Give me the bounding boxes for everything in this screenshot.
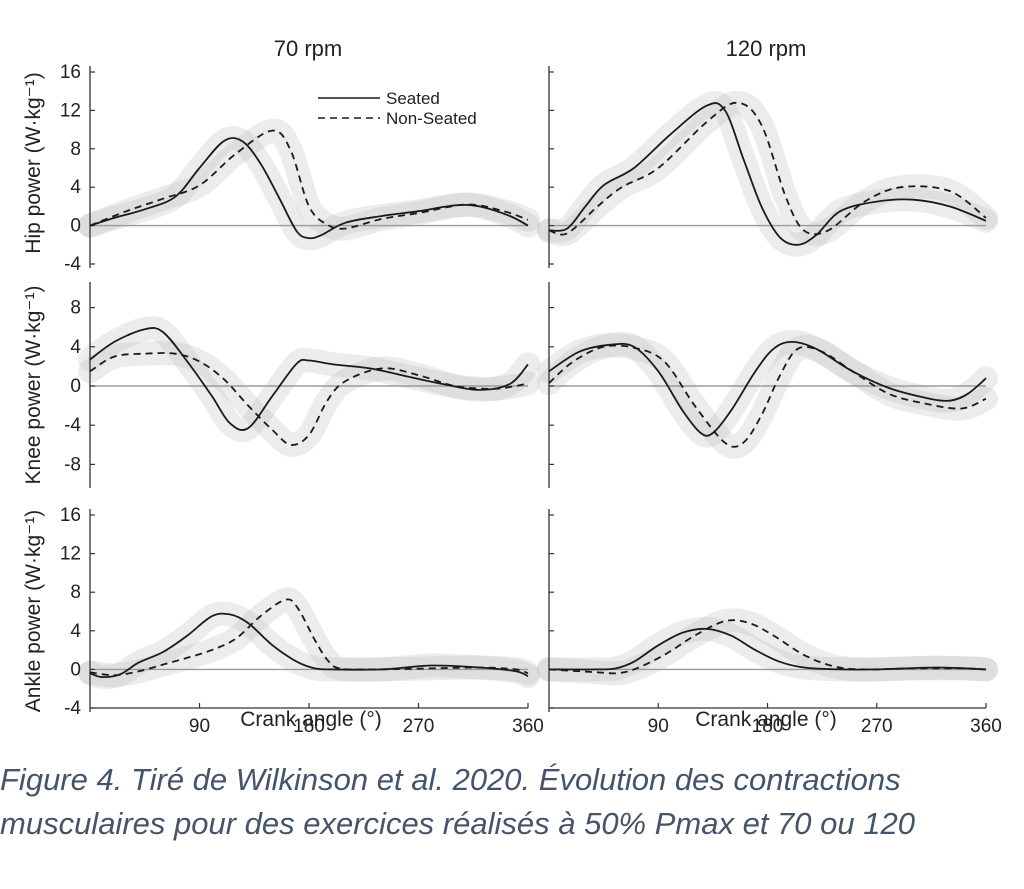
x-tick-label-r2c0: 360 <box>512 716 544 737</box>
x-tick-label-r2c1: 270 <box>861 716 893 737</box>
y-tick-label-r2c0: -4 <box>64 698 81 719</box>
legend-label-non-seated: Non-Seated <box>386 109 477 128</box>
y-tick-label-r2c0: 8 <box>70 582 81 603</box>
y-tick-label-r0c0: 16 <box>60 62 81 83</box>
series-line-non-seated-r2c1 <box>548 619 987 675</box>
legend-label-seated: Seated <box>386 89 440 108</box>
x-tick-label-r2c0: 90 <box>189 716 210 737</box>
figure-panel-grid: 70 rpm 120 rpm Hip power (W·kg⁻¹) Knee p… <box>22 36 1002 737</box>
y-tick-label-r1c0: 8 <box>70 298 81 319</box>
column-title-70rpm: 70 rpm <box>274 36 342 61</box>
x-tick-label-r2c1: 90 <box>648 716 669 737</box>
series-line-non-seated-r1c1 <box>548 344 987 448</box>
column-title-120rpm: 120 rpm <box>726 36 807 61</box>
y-tick-label-r1c0: -4 <box>64 415 81 436</box>
y-tick-label-r2c0: 0 <box>70 659 81 680</box>
caption-line-2: musculaires pour des exercices réalisés … <box>0 806 915 841</box>
series-line-seated-r1c1 <box>548 340 987 437</box>
ylabel-knee: Knee power (W·kg⁻¹) <box>22 286 45 485</box>
y-tick-label-r2c0: 16 <box>60 505 81 526</box>
ylabel-ankle: Ankle power (W·kg⁻¹) <box>22 510 45 712</box>
y-tick-label-r0c0: 8 <box>70 139 81 160</box>
y-tick-label-r2c0: 12 <box>60 544 81 565</box>
x-tick-label-r2c0: 180 <box>293 716 325 737</box>
y-tick-label-r0c0: 12 <box>60 100 81 121</box>
y-tick-label-r2c0: 4 <box>70 621 81 642</box>
y-tick-label-r1c0: -8 <box>64 454 81 475</box>
series-line-seated-r0c0 <box>89 137 529 240</box>
y-tick-label-r1c0: 4 <box>70 337 81 358</box>
xlabel-left: Crank angle (°) <box>240 708 381 731</box>
series-line-non-seated-r1c0 <box>89 352 529 446</box>
y-tick-label-r0c0: 4 <box>70 177 81 198</box>
x-tick-label-r2c1: 180 <box>752 716 784 737</box>
y-tick-label-r0c0: -4 <box>64 254 81 275</box>
series-line-non-seated-r2c0 <box>89 598 529 677</box>
ylabel-hip: Hip power (W·kg⁻¹) <box>22 72 45 253</box>
series-line-seated-r0c1 <box>548 102 987 246</box>
caption-line-1: Figure 4. Tiré de Wilkinson et al. 2020.… <box>0 762 901 797</box>
chart-panels: 16 12 8 4 0 -4 8 4 0 -4 -8 16 12 8 4 0 -4 90 180 270 360 90 18… <box>60 62 1002 737</box>
y-tick-label-r1c0: 0 <box>70 376 81 397</box>
series-line-seated-r2c0 <box>89 612 529 679</box>
figure-caption: Figure 4. Tiré de Wilkinson et al. 2020.… <box>0 758 1024 846</box>
series-line-non-seated-r0c0 <box>89 129 529 230</box>
x-tick-label-r2c0: 270 <box>403 716 435 737</box>
x-tick-label-r2c1: 360 <box>970 716 1002 737</box>
series-line-non-seated-r0c1 <box>548 101 987 236</box>
xlabel-right: Crank angle (°) <box>695 708 836 731</box>
y-tick-label-r0c0: 0 <box>70 216 81 237</box>
